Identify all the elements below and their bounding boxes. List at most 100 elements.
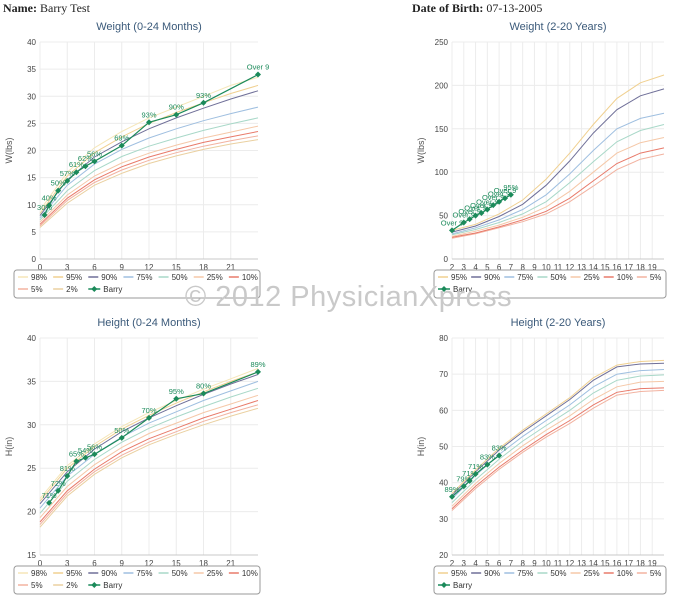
barry-data-point[interactable]	[82, 454, 89, 461]
barry-data-point[interactable]	[118, 142, 125, 149]
barry-data-label: Over 9	[476, 198, 499, 207]
barry-data-point[interactable]	[472, 212, 479, 219]
legend-item-barry[interactable]: Barry	[453, 285, 472, 294]
legend-item-95[interactable]: 95%	[66, 273, 82, 282]
legend-item-25[interactable]: 25%	[584, 273, 600, 282]
legend-item-5[interactable]: 5%	[31, 581, 43, 590]
legend-item-90[interactable]: 90%	[101, 273, 117, 282]
legend-item-95[interactable]: 95%	[451, 569, 467, 578]
legend-item-50[interactable]: 50%	[550, 569, 566, 578]
barry-data-label: 95%	[169, 387, 184, 396]
barry-data-label: 83%	[492, 444, 507, 453]
legend-item-90[interactable]: 90%	[101, 569, 117, 578]
x-tick-label: 10	[542, 263, 551, 272]
percentile-95-line	[451, 359, 665, 494]
legend-item-10[interactable]: 10%	[242, 569, 258, 578]
patient-name: Name: Barry Test	[3, 1, 90, 16]
legend-item-barry[interactable]: Barry	[453, 581, 472, 590]
percentile-5-line	[39, 135, 259, 227]
weight-child-chart: Weight (2-20 Years)W(lbs)050100150200250…	[416, 21, 667, 299]
x-tick-label: 19	[648, 263, 657, 272]
x-tick-label: 14	[589, 263, 598, 272]
barry-data-point[interactable]	[118, 434, 125, 441]
legend-item-90[interactable]: 90%	[484, 273, 500, 282]
barry-data-point[interactable]	[496, 452, 503, 459]
legend-item-barry[interactable]: Barry	[103, 285, 122, 294]
legend-item-25[interactable]: 25%	[584, 569, 600, 578]
y-tick-label: 80	[439, 334, 448, 343]
legend-item-barry[interactable]: Barry	[103, 581, 122, 590]
barry-data-point[interactable]	[472, 470, 479, 477]
barry-data-point[interactable]	[255, 368, 261, 375]
barry-data-point[interactable]	[484, 461, 491, 468]
barry-data-point[interactable]	[146, 119, 152, 126]
barry-data-point[interactable]	[46, 499, 53, 506]
x-tick-label: 11	[554, 263, 563, 272]
legend-item-2[interactable]: 2%	[66, 581, 78, 590]
barry-data-point[interactable]	[55, 487, 62, 494]
barry-data-point[interactable]	[41, 212, 48, 219]
weight-infant-chart: Weight (0-24 Months)W(lbs)05101520253035…	[4, 21, 269, 299]
barry-data-point[interactable]	[200, 99, 207, 106]
legend-item-10[interactable]: 10%	[617, 569, 633, 578]
barry-data-point[interactable]	[173, 111, 180, 118]
barry-data-point[interactable]	[460, 219, 467, 226]
barry-data-point[interactable]	[507, 191, 514, 198]
y-tick-label: 200	[435, 81, 449, 90]
barry-data-point[interactable]	[460, 483, 467, 490]
legend-item-95[interactable]: 95%	[451, 273, 467, 282]
legend-item-98[interactable]: 98%	[31, 273, 47, 282]
barry-data-point[interactable]	[449, 227, 455, 234]
x-tick-label: 6	[497, 559, 502, 568]
barry-data-point[interactable]	[466, 477, 473, 484]
legend-item-50[interactable]: 50%	[550, 273, 566, 282]
x-tick-label: 16	[612, 559, 621, 568]
percentile-10-line	[39, 400, 259, 523]
barry-data-label: 71%	[468, 462, 483, 471]
legend-item-75[interactable]: 75%	[517, 273, 533, 282]
legend-item-25[interactable]: 25%	[207, 273, 223, 282]
legend-item-5[interactable]: 5%	[650, 273, 662, 282]
legend-item-98[interactable]: 98%	[31, 569, 47, 578]
barry-data-point[interactable]	[502, 195, 508, 202]
barry-data-point[interactable]	[484, 206, 491, 213]
barry-data-point[interactable]	[55, 187, 62, 194]
barry-data-point[interactable]	[449, 493, 455, 500]
legend-item-5[interactable]: 5%	[650, 569, 662, 578]
barry-data-point[interactable]	[91, 158, 98, 165]
barry-data-point[interactable]	[200, 390, 207, 397]
legend-item-50[interactable]: 50%	[172, 273, 188, 282]
legend-item-10[interactable]: 10%	[617, 273, 633, 282]
percentile-95-line	[451, 74, 665, 231]
barry-data-point[interactable]	[173, 395, 180, 402]
legend-item-10[interactable]: 10%	[242, 273, 258, 282]
legend-item-90[interactable]: 90%	[484, 569, 500, 578]
legend-item-75[interactable]: 75%	[517, 569, 533, 578]
legend-item-50[interactable]: 50%	[172, 569, 188, 578]
y-tick-label: 10	[27, 201, 36, 210]
legend-item-25[interactable]: 25%	[207, 569, 223, 578]
legend-item-95[interactable]: 95%	[66, 569, 82, 578]
barry-data-point[interactable]	[73, 169, 80, 176]
barry-data-label: Over 9	[470, 201, 493, 210]
y-tick-label: 250	[435, 38, 449, 47]
barry-data-point[interactable]	[146, 414, 152, 421]
barry-data-point[interactable]	[82, 163, 89, 170]
barry-data-point[interactable]	[478, 209, 485, 216]
legend-item-5[interactable]: 5%	[31, 285, 43, 294]
legend-marker-barry	[441, 582, 447, 588]
barry-data-point[interactable]	[73, 458, 80, 465]
patient-name-label: Name:	[3, 1, 37, 15]
legend-item-75[interactable]: 75%	[136, 273, 152, 282]
barry-data-point[interactable]	[64, 473, 71, 480]
barry-data-point[interactable]	[490, 202, 497, 209]
barry-data-point[interactable]	[64, 177, 71, 184]
barry-data-point[interactable]	[255, 71, 261, 78]
barry-data-point[interactable]	[46, 202, 53, 209]
barry-data-point[interactable]	[466, 216, 473, 223]
barry-data-point[interactable]	[91, 451, 98, 458]
barry-data-point[interactable]	[496, 198, 503, 205]
legend-item-75[interactable]: 75%	[136, 569, 152, 578]
legend-item-2[interactable]: 2%	[66, 285, 78, 294]
y-tick-label: 0	[32, 255, 37, 264]
